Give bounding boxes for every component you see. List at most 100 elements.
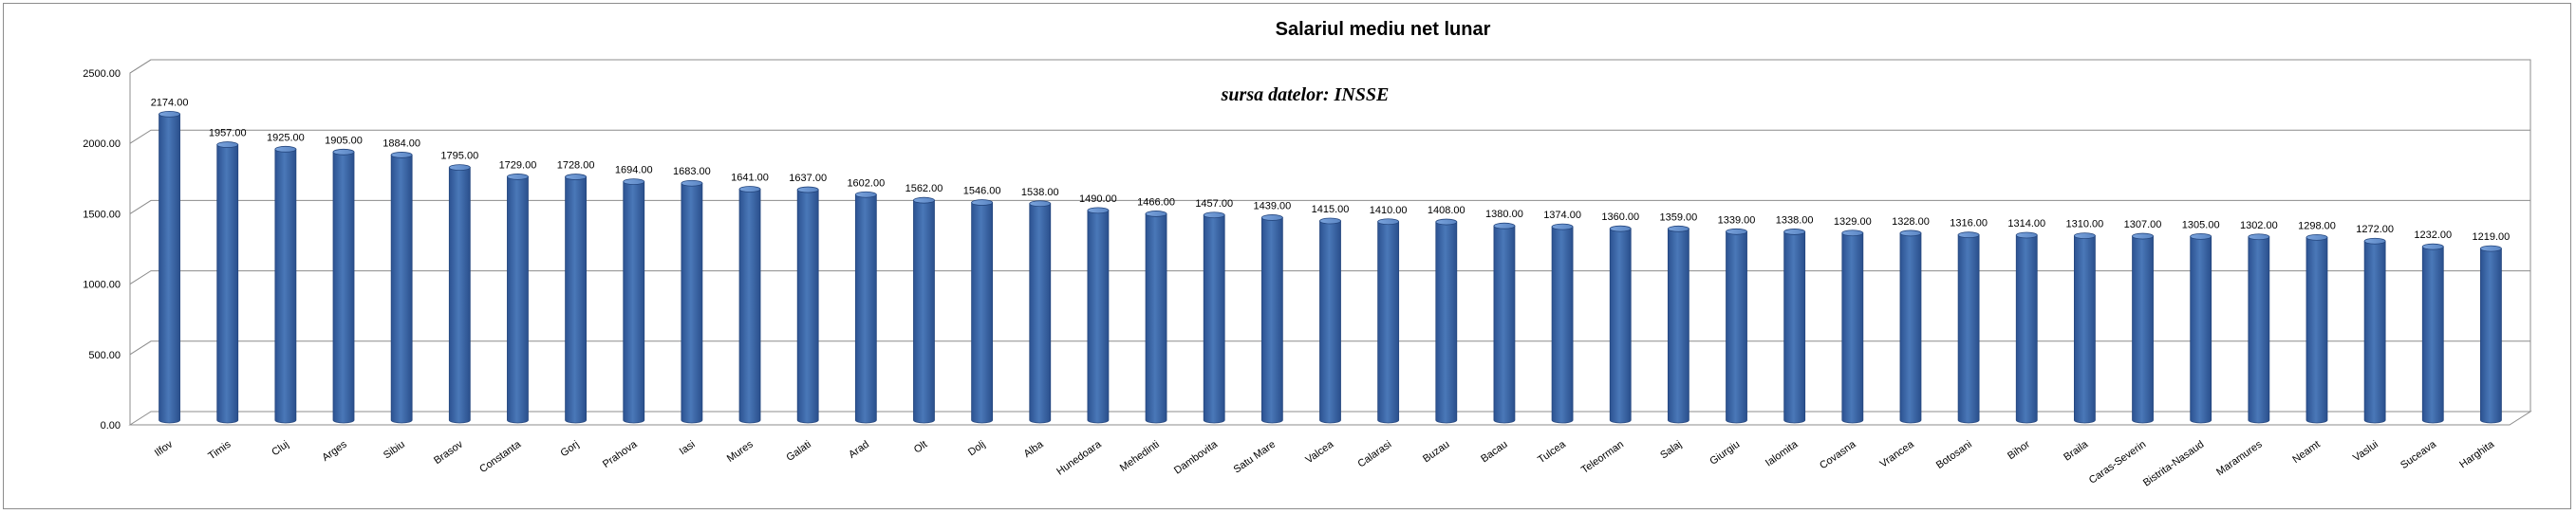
bar-body <box>1319 220 1341 424</box>
bar-top <box>1726 228 1747 235</box>
bar-hunedoara <box>1087 207 1110 424</box>
bar-top <box>2248 233 2270 241</box>
bar-top <box>159 110 180 118</box>
x-tick-label: Teleorman <box>1579 439 1626 476</box>
bar-harghita <box>2480 245 2502 424</box>
bar-dambovita <box>1203 211 1225 424</box>
data-label: 1298.00 <box>2298 220 2336 231</box>
bar-top <box>1319 217 1341 225</box>
bar-top <box>1260 214 1283 221</box>
x-tick-label: Vrancea <box>1878 438 1917 470</box>
bar-top <box>2132 232 2154 240</box>
x-tick-label: Vaslui <box>2351 439 2380 465</box>
data-label: 1602.00 <box>847 177 885 189</box>
bar-body <box>1957 234 1980 424</box>
bar-body <box>1551 226 1574 424</box>
data-label: 1410.00 <box>1370 205 1408 216</box>
data-label: 1729.00 <box>499 159 537 171</box>
bar-body <box>1260 217 1283 424</box>
data-label: 1884.00 <box>383 138 420 149</box>
bar-top <box>1899 229 1922 237</box>
data-label: 1562.00 <box>905 183 943 194</box>
bar-top <box>1609 225 1632 232</box>
bar-top <box>854 191 877 198</box>
bar-top <box>2305 233 2328 241</box>
bar-constanta <box>507 174 529 424</box>
x-tick-label: Neamt <box>2290 439 2322 466</box>
data-label: 1338.00 <box>1776 214 1814 226</box>
x-tick-label: Sibiu <box>382 439 407 462</box>
bar-body <box>2305 236 2328 424</box>
bar-calarasi <box>1377 218 1400 424</box>
data-label: 1310.00 <box>2066 219 2104 230</box>
bar-arges <box>332 148 355 424</box>
x-tick-label: Hunedoara <box>1055 438 1104 478</box>
bar-top <box>1667 225 1689 232</box>
bar-teleorman <box>1609 225 1632 424</box>
bar-top <box>2015 231 2038 239</box>
x-tick-label: Ilfov <box>153 438 176 459</box>
x-tick-label: Suceava <box>2399 438 2439 471</box>
bar-body <box>1726 230 1747 424</box>
bar-body <box>332 151 355 424</box>
bar-vrancea <box>1899 229 1922 424</box>
bar-body <box>796 189 819 424</box>
bar-top <box>507 174 529 180</box>
x-tick-label: Gorj <box>558 439 581 460</box>
x-tick-label: Mehedinti <box>1118 439 1162 474</box>
data-label: 1316.00 <box>1950 218 1988 229</box>
data-label: 1302.00 <box>2240 220 2278 231</box>
bar-body <box>216 144 239 424</box>
data-label: 1637.00 <box>789 173 827 184</box>
x-tick-label: Bacau <box>1479 439 1509 466</box>
gridline <box>129 129 2530 144</box>
bar-body <box>1493 225 1516 424</box>
bar-top <box>565 174 587 180</box>
bar-vaslui <box>2363 237 2386 424</box>
data-label: 1457.00 <box>1195 198 1233 210</box>
bar-body <box>565 176 587 424</box>
bar-ilfov <box>159 110 180 424</box>
bar-body <box>2421 246 2444 424</box>
data-label: 1329.00 <box>1834 216 1872 228</box>
bar-top <box>2421 243 2444 250</box>
x-tick-label: Satu Mare <box>1232 439 1278 476</box>
bar-covasna <box>1841 229 1864 424</box>
data-label: 1641.00 <box>731 172 769 183</box>
bar-top <box>1551 223 1574 230</box>
x-tick-label: Valcea <box>1303 438 1335 466</box>
bar-top <box>913 196 935 204</box>
bar-top <box>448 164 471 172</box>
bar-top <box>2363 237 2386 245</box>
data-labels: 2174.00 1957.00 1925.00 1905.00 1884.00 1795.… <box>151 97 2511 243</box>
x-tick-label: Harghita <box>2457 438 2497 470</box>
bar-braila <box>2074 232 2096 424</box>
bar-top <box>1377 218 1400 226</box>
bar-top <box>623 178 645 186</box>
data-label: 1546.00 <box>963 186 1001 197</box>
data-label: 1232.00 <box>2414 229 2452 241</box>
bar-ialomita <box>1783 229 1806 424</box>
bar-body <box>1841 232 1864 424</box>
data-label: 1307.00 <box>2124 219 2162 230</box>
bar-body <box>738 189 761 424</box>
bar-body <box>1435 221 1458 424</box>
bar-buzau <box>1435 218 1458 424</box>
data-label: 1694.00 <box>615 165 653 176</box>
bar-top <box>216 141 239 148</box>
bar-top <box>2074 232 2096 239</box>
bar-olt <box>913 196 935 424</box>
x-tick-label: Galati <box>784 439 812 464</box>
bar-top <box>1203 211 1225 219</box>
data-label: 1408.00 <box>1428 205 1465 216</box>
gridline <box>129 199 2530 214</box>
bar-top <box>332 148 355 156</box>
x-tick-label: Tulcea <box>1536 438 1568 466</box>
bar-top <box>1435 218 1458 226</box>
x-tick-label: Dolj <box>966 439 987 459</box>
bar-salaj <box>1667 225 1689 424</box>
gridline <box>129 59 2530 74</box>
x-tick-label: Alba <box>1022 438 1047 460</box>
data-label: 1314.00 <box>2007 218 2045 229</box>
bar-top <box>1957 231 1980 239</box>
